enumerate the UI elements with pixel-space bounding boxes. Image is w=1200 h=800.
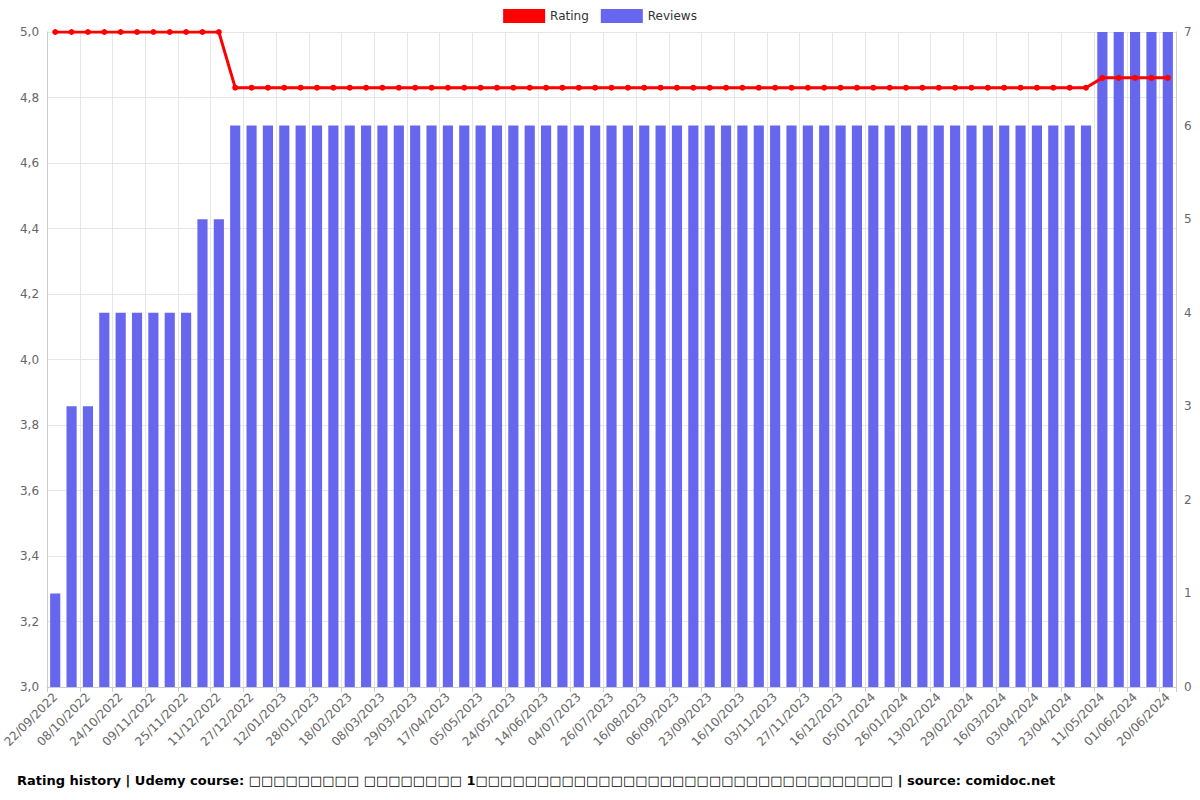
svg-text:6: 6 (1184, 119, 1192, 133)
svg-text:08/03/2023: 08/03/2023 (328, 690, 388, 749)
svg-text:4,8: 4,8 (20, 91, 39, 105)
svg-text:05/01/2024: 05/01/2024 (819, 690, 879, 749)
svg-text:5,0: 5,0 (20, 25, 39, 39)
svg-text:4,6: 4,6 (20, 156, 39, 170)
svg-text:1: 1 (1184, 586, 1192, 600)
svg-text:26/01/2024: 26/01/2024 (852, 690, 911, 749)
svg-text:4: 4 (1184, 306, 1192, 320)
svg-text:05/05/2023: 05/05/2023 (426, 690, 486, 749)
svg-text:5: 5 (1184, 212, 1192, 226)
svg-text:16/12/2023: 16/12/2023 (786, 690, 846, 749)
svg-text:3,2: 3,2 (20, 615, 39, 629)
svg-text:04/07/2023: 04/07/2023 (525, 690, 584, 749)
svg-text:03/04/2024: 03/04/2024 (983, 690, 1042, 749)
svg-text:Rating history | Udemy course:: Rating history | Udemy course: □□□□□□□□□… (17, 773, 1055, 788)
svg-text:23/09/2023: 23/09/2023 (655, 690, 715, 749)
svg-text:24/05/2023: 24/05/2023 (459, 690, 519, 749)
svg-text:27/11/2023: 27/11/2023 (754, 690, 813, 749)
svg-text:23/04/2024: 23/04/2024 (1015, 690, 1075, 749)
svg-text:06/09/2023: 06/09/2023 (623, 690, 682, 749)
svg-text:12/01/2023: 12/01/2023 (230, 690, 290, 749)
svg-text:4,4: 4,4 (20, 222, 39, 236)
svg-text:09/11/2022: 09/11/2022 (99, 690, 159, 749)
svg-text:22/09/2022: 22/09/2022 (1, 690, 61, 749)
svg-text:13/02/2024: 13/02/2024 (885, 690, 944, 749)
svg-text:28/01/2023: 28/01/2023 (263, 690, 322, 749)
svg-text:3,4: 3,4 (20, 549, 39, 563)
svg-text:3,8: 3,8 (20, 418, 39, 432)
svg-text:01/06/2024: 01/06/2024 (1081, 690, 1140, 749)
svg-text:2: 2 (1184, 493, 1192, 507)
svg-text:11/12/2022: 11/12/2022 (165, 690, 224, 749)
svg-text:03/11/2023: 03/11/2023 (721, 690, 781, 749)
svg-text:29/03/2023: 29/03/2023 (361, 690, 421, 749)
svg-text:25/11/2022: 25/11/2022 (132, 690, 192, 749)
svg-text:Rating: Rating (550, 9, 589, 23)
svg-text:3,6: 3,6 (20, 484, 39, 498)
svg-text:17/04/2023: 17/04/2023 (394, 690, 453, 749)
svg-text:11/05/2024: 11/05/2024 (1048, 690, 1108, 749)
svg-text:16/08/2023: 16/08/2023 (590, 690, 650, 749)
svg-text:16/03/2024: 16/03/2024 (950, 690, 1010, 749)
svg-text:20/06/2024: 20/06/2024 (1114, 690, 1173, 749)
svg-text:4,2: 4,2 (20, 287, 39, 301)
svg-text:29/02/2024: 29/02/2024 (917, 690, 977, 749)
svg-text:7: 7 (1184, 25, 1192, 39)
svg-text:26/07/2023: 26/07/2023 (557, 690, 617, 749)
svg-text:08/10/2022: 08/10/2022 (34, 690, 93, 749)
svg-text:24/10/2022: 24/10/2022 (66, 690, 126, 749)
svg-text:16/10/2023: 16/10/2023 (688, 690, 748, 749)
svg-text:14/06/2023: 14/06/2023 (492, 690, 551, 749)
svg-text:3,0: 3,0 (20, 680, 39, 694)
svg-text:0: 0 (1184, 680, 1192, 694)
svg-text:4,0: 4,0 (20, 353, 39, 367)
svg-text:3: 3 (1184, 399, 1192, 413)
svg-text:18/02/2023: 18/02/2023 (295, 690, 355, 749)
svg-text:27/12/2022: 27/12/2022 (197, 690, 257, 749)
svg-text:Reviews: Reviews (648, 9, 697, 23)
